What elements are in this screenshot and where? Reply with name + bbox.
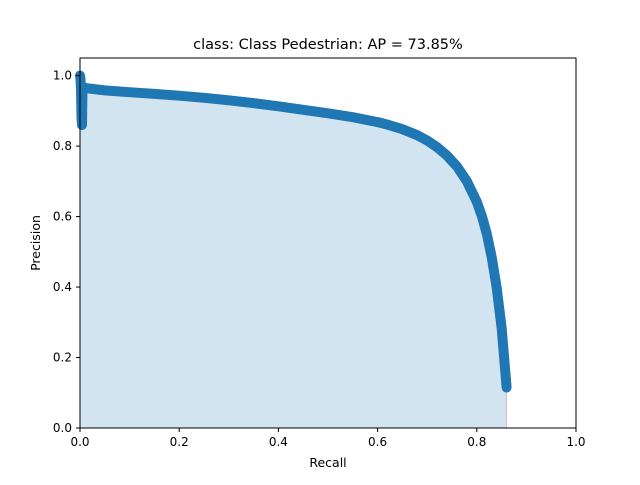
x-tick-label: 0.0 bbox=[70, 435, 89, 449]
y-axis-label: Precision bbox=[28, 215, 43, 271]
x-tick-label: 0.8 bbox=[467, 435, 486, 449]
area-fill bbox=[80, 75, 507, 428]
y-axis-ticks: 0.0 0.2 0.4 0.6 0.8 1.0 bbox=[53, 69, 80, 435]
axes-frame bbox=[79, 57, 577, 429]
x-tick-label: 1.0 bbox=[566, 435, 585, 449]
x-axis-label: Recall bbox=[309, 455, 346, 470]
x-axis-ticks: 0.0 0.2 0.4 0.6 0.8 1.0 bbox=[70, 428, 586, 449]
y-tick-label: 1.0 bbox=[53, 69, 72, 83]
x-tick-label: 0.6 bbox=[368, 435, 387, 449]
y-tick-label: 0.0 bbox=[53, 421, 72, 435]
y-tick-label: 0.4 bbox=[53, 280, 72, 294]
y-tick-label: 0.8 bbox=[53, 139, 72, 153]
x-tick-label: 0.4 bbox=[269, 435, 288, 449]
x-tick-label: 0.2 bbox=[170, 435, 189, 449]
chart-title: class: Class Pedestrian: AP = 73.85% bbox=[193, 37, 463, 53]
plot-area bbox=[75, 70, 512, 428]
pr-curve-line bbox=[75, 70, 512, 393]
y-tick-label: 0.6 bbox=[53, 210, 72, 224]
y-tick-label: 0.2 bbox=[53, 351, 72, 365]
